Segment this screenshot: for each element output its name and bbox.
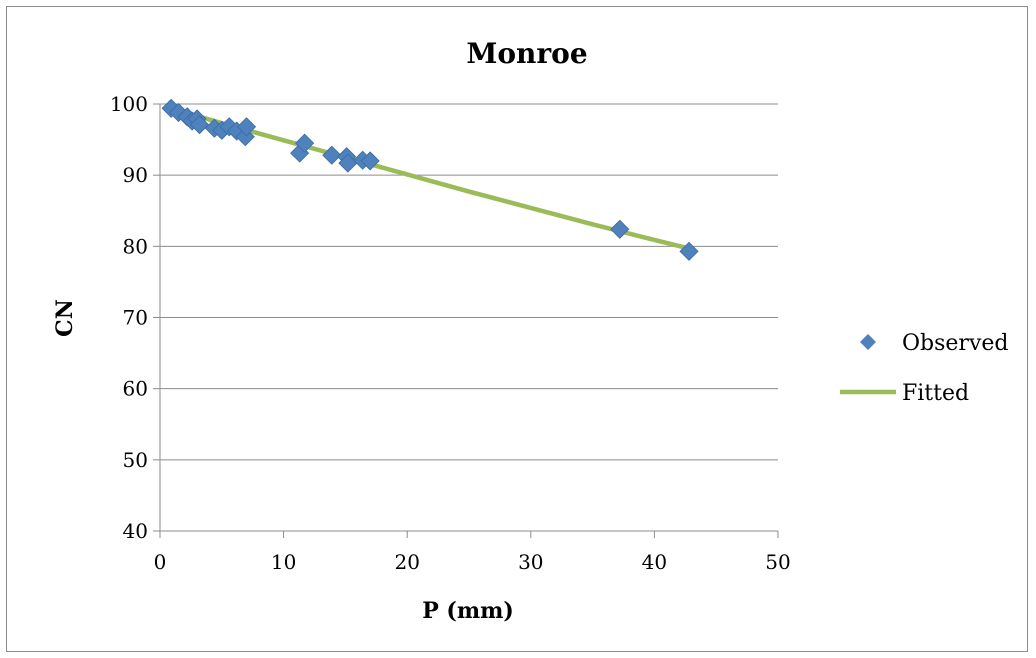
x-tick-label-50: 50 [765,550,790,574]
legend-label-1: Fitted [902,381,969,406]
x-tick-labels: 0 10 20 30 40 50 [154,550,791,574]
x-tick-label-40: 40 [642,550,667,574]
legend-label-0: Observed [902,331,1008,356]
x-tick-label-0: 0 [154,550,167,574]
y-tick-label-70: 70 [123,306,148,330]
y-tick-label-50: 50 [123,448,148,472]
observed-point-18 [360,151,380,171]
y-tick-label-60: 60 [123,377,148,401]
gridlines [160,103,778,461]
legend: Observed Fitted [840,331,1008,406]
x-axis-title: P (mm) [422,598,514,624]
y-axis-title: CN [52,299,78,337]
x-tick-label-10: 10 [271,550,296,574]
legend-marker-observed [860,334,876,350]
y-tick-label-90: 90 [123,163,148,187]
observed-series [161,98,699,261]
chart-title: Monroe [466,37,587,70]
observed-point-13 [295,133,315,153]
observed-point-5 [189,115,210,135]
observed-point-11 [236,117,257,137]
observed-point-19 [610,219,630,239]
x-tick-label-30: 30 [518,550,543,574]
observed-point-20 [679,241,699,261]
x-tick-label-20: 20 [394,550,419,574]
y-tick-label-80: 80 [123,234,148,258]
axes [153,103,779,538]
observed-point-14 [322,145,342,165]
y-tick-labels: 40 50 60 70 80 90 100 [110,92,148,543]
y-tick-label-40: 40 [123,519,148,543]
y-tick-label-100: 100 [110,92,148,116]
